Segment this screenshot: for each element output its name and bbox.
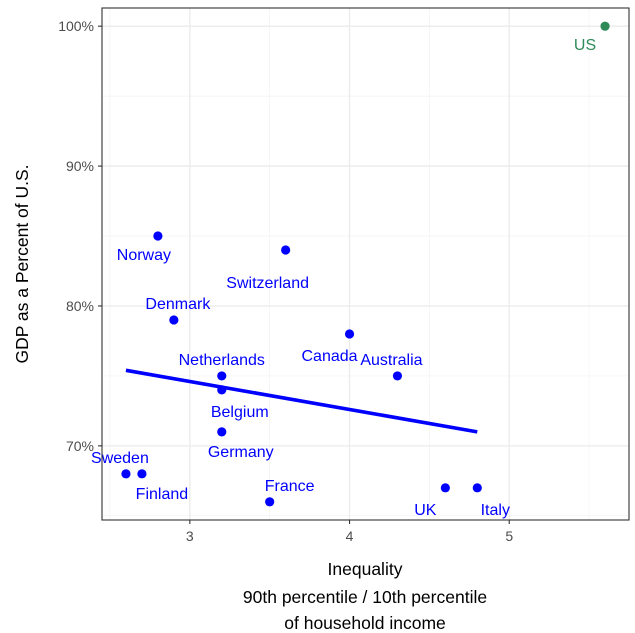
label-italy: Italy (481, 502, 510, 519)
point-canada (344, 329, 355, 339)
point-uk (440, 483, 450, 493)
label-canada: Canada (302, 348, 358, 365)
x-axis-ticks: 3 4 5 (186, 520, 513, 544)
label-australia: Australia (360, 352, 422, 369)
x-tick-label: 4 (346, 528, 354, 544)
point-germany (217, 427, 227, 437)
label-finland: Finland (136, 486, 188, 503)
label-uk: UK (414, 502, 437, 519)
data-points (121, 21, 610, 507)
x-tick-label: 5 (505, 528, 513, 544)
x-axis-title-line-3: of household income (284, 613, 446, 633)
label-france: France (265, 478, 315, 495)
x-tick-label: 3 (186, 528, 194, 544)
point-australia (392, 371, 403, 381)
point-us (600, 21, 610, 31)
plot-border (101, 7, 630, 521)
trend-line (125, 368, 478, 434)
label-us: US (574, 37, 596, 54)
point-belgium (217, 385, 227, 395)
point-italy (472, 483, 482, 493)
y-tick-label: 80% (66, 298, 94, 314)
plot-panel (102, 8, 629, 520)
point-netherlands (217, 371, 227, 381)
y-tick-label: 100% (58, 18, 94, 34)
point-labels: Norway Switzerland Denmark Canada Netherland… (91, 37, 596, 519)
point-denmark (169, 315, 179, 325)
major-grid (102, 8, 629, 520)
label-netherlands: Netherlands (179, 352, 265, 369)
label-belgium: Belgium (211, 404, 269, 421)
point-finland (137, 469, 147, 479)
label-germany: Germany (208, 444, 274, 461)
y-axis-ticks: 70% 80% 90% 100% (58, 18, 102, 454)
y-axis-title: GDP as a Percent of U.S. (12, 164, 32, 363)
point-switzerland (281, 245, 291, 255)
x-axis-title-line-2: 90th percentile / 10th percentile (243, 587, 487, 607)
point-norway (153, 231, 163, 241)
x-axis-title-line-1: Inequality (328, 559, 403, 579)
label-sweden: Sweden (91, 450, 149, 467)
label-norway: Norway (117, 247, 171, 264)
y-tick-label: 90% (66, 158, 94, 174)
label-switzerland: Switzerland (226, 275, 309, 292)
point-france (265, 497, 275, 507)
y-tick-label: 70% (66, 438, 94, 454)
point-sweden (121, 469, 131, 479)
label-denmark: Denmark (145, 296, 211, 313)
